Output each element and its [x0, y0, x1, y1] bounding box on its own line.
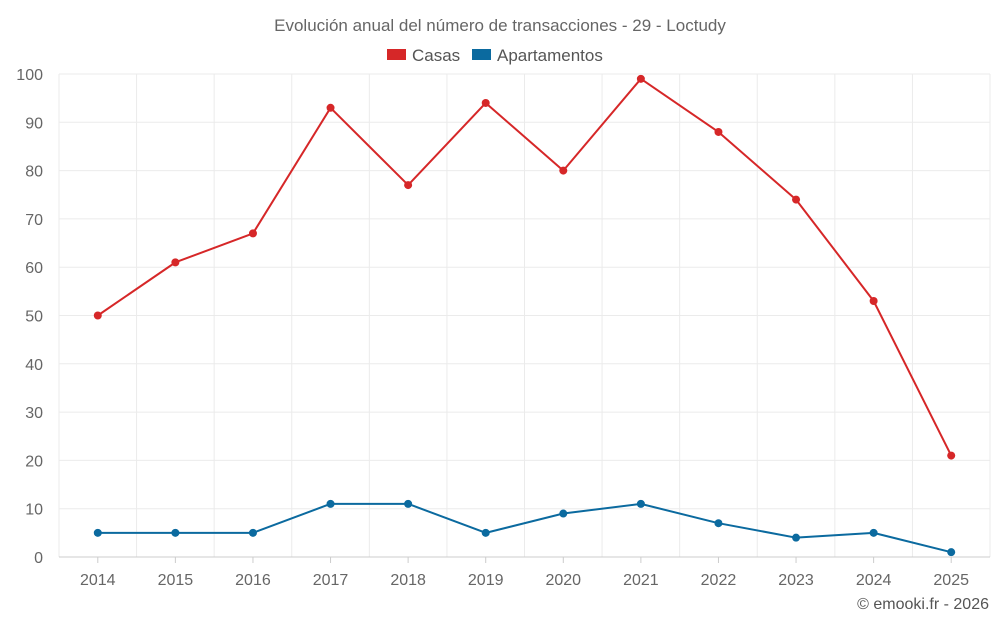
data-point-casas[interactable] — [947, 451, 956, 460]
x-tick-label: 2021 — [623, 572, 659, 589]
chart-title: Evolución anual del número de transaccio… — [274, 16, 726, 35]
data-point-apartamentos[interactable] — [869, 528, 878, 537]
data-point-casas[interactable] — [636, 74, 645, 83]
data-point-casas[interactable] — [714, 127, 723, 136]
series-line-apartamentos — [97, 502, 952, 554]
y-tick-label: 100 — [16, 67, 43, 84]
x-tick-label: 2022 — [701, 572, 737, 589]
data-point-casas[interactable] — [559, 166, 568, 175]
data-point-casas[interactable] — [404, 181, 413, 190]
x-tick-label: 2023 — [778, 572, 814, 589]
y-tick-label: 50 — [25, 309, 43, 326]
y-tick-label: 90 — [25, 115, 43, 132]
series-apartamentos — [93, 499, 956, 557]
data-point-casas[interactable] — [93, 311, 102, 320]
x-tick-label: 2020 — [545, 572, 581, 589]
data-point-apartamentos[interactable] — [481, 528, 490, 537]
series — [93, 74, 956, 557]
grid — [58, 73, 991, 557]
legend-label-apartamentos[interactable]: Apartamentos — [497, 46, 603, 65]
legend-swatch-casas — [387, 49, 406, 60]
data-point-apartamentos[interactable] — [714, 519, 723, 528]
data-point-casas[interactable] — [326, 103, 335, 112]
data-point-apartamentos[interactable] — [636, 499, 645, 508]
y-tick-label: 10 — [25, 502, 43, 519]
data-point-apartamentos[interactable] — [171, 528, 180, 537]
y-tick-label: 80 — [25, 164, 43, 181]
y-tick-label: 60 — [25, 260, 43, 277]
y-tick-label: 20 — [25, 453, 43, 470]
y-axis: 0 10 20 30 40 50 60 70 80 90 100 — [16, 67, 43, 567]
x-tick-label: 2025 — [933, 572, 969, 589]
x-tick-label: 2014 — [80, 572, 116, 589]
data-point-casas[interactable] — [248, 229, 257, 238]
x-tick-label: 2015 — [158, 572, 194, 589]
x-tick-label: 2019 — [468, 572, 504, 589]
data-point-apartamentos[interactable] — [947, 548, 956, 557]
data-point-apartamentos[interactable] — [326, 499, 335, 508]
data-point-apartamentos[interactable] — [559, 509, 568, 518]
data-point-apartamentos[interactable] — [792, 533, 801, 542]
y-tick-label: 0 — [34, 550, 43, 567]
y-tick-label: 40 — [25, 357, 43, 374]
data-point-apartamentos[interactable] — [93, 528, 102, 537]
series-casas — [93, 74, 956, 460]
data-point-apartamentos[interactable] — [404, 499, 413, 508]
credit-text: © emooki.fr - 2026 — [857, 596, 989, 613]
y-tick-label: 70 — [25, 212, 43, 229]
x-tick-label: 2016 — [235, 572, 271, 589]
series-line-casas — [97, 77, 953, 457]
y-tick-label: 30 — [25, 405, 43, 422]
legend-swatch-apartamentos — [472, 49, 491, 60]
legend-label-casas[interactable]: Casas — [412, 46, 460, 65]
x-tick-label: 2024 — [856, 572, 892, 589]
legend: Casas Apartamentos — [387, 46, 603, 65]
data-point-apartamentos[interactable] — [248, 528, 257, 537]
data-point-casas[interactable] — [792, 195, 801, 204]
x-tick-label: 2017 — [313, 572, 349, 589]
x-axis: 2014 2015 2016 2017 2018 2019 2020 2021 2022 2023… — [59, 556, 990, 589]
data-point-casas[interactable] — [869, 297, 878, 306]
x-tick-label: 2018 — [390, 572, 426, 589]
data-point-casas[interactable] — [171, 258, 180, 267]
data-point-casas[interactable] — [481, 98, 490, 107]
